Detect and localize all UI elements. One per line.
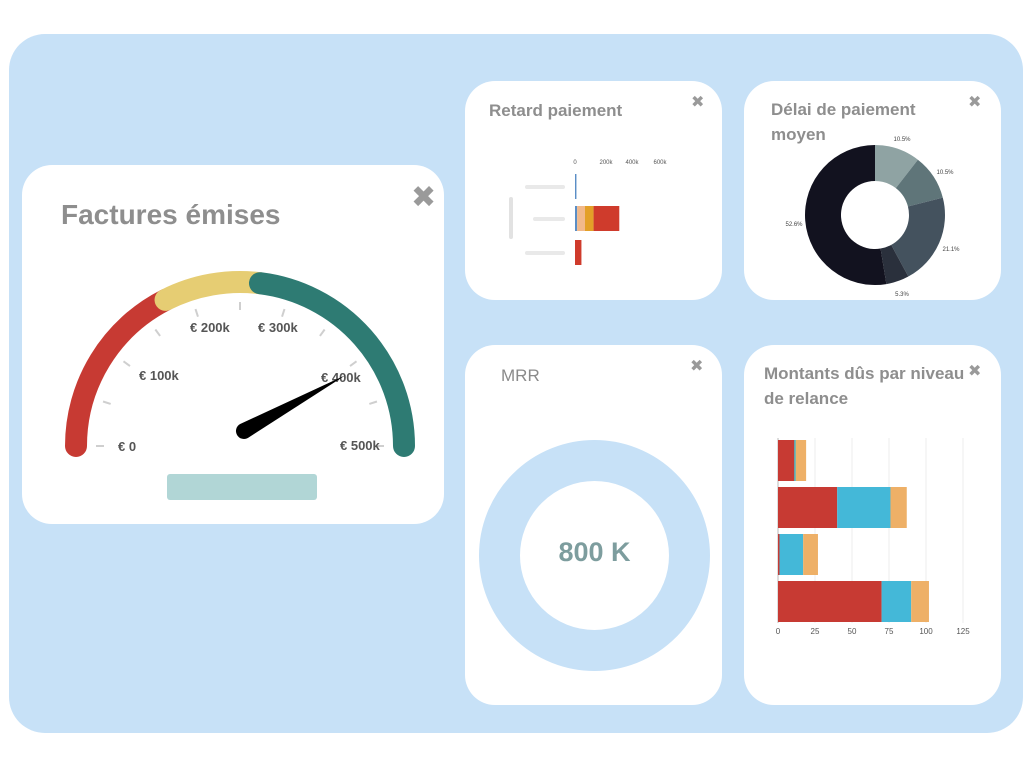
delai-slice (880, 244, 909, 285)
retard-bar-segment (585, 206, 594, 231)
gauge-arc-yellow (154, 271, 271, 311)
retard-axis-placeholder (509, 197, 513, 239)
retard-x-tick: 0 (573, 160, 577, 166)
retard-label-placeholder (533, 217, 565, 221)
gauge-tick (102, 400, 111, 405)
gauge-tick (369, 400, 378, 405)
gauge-value-bar (167, 474, 317, 500)
retard-bar-segment (577, 206, 585, 231)
montants-title-line2: de relance (764, 389, 849, 408)
gauge-tick (122, 360, 131, 367)
montants-x-tick: 25 (811, 627, 820, 636)
gauge-tick (281, 308, 286, 317)
retard-bar-segment (575, 174, 577, 199)
retard-bar-segment (575, 206, 578, 231)
delai-title-line2: moyen (771, 125, 826, 144)
gauge-needle (236, 375, 346, 439)
montants-x-tick: 75 (885, 627, 894, 636)
gauge-chart: € 0€ 100k€ 200k € 300k€ 400k€ 500k (65, 271, 415, 457)
delai-slice-label: 5.3% (895, 292, 909, 298)
delai-slice-label: 10.5% (893, 137, 911, 143)
delai-slice-label: 10.5% (936, 170, 954, 176)
retard-bar-chart: 0 200k 400k 600k (509, 160, 668, 265)
montants-bar-segment (779, 534, 804, 575)
delai-card: Délai de paiement moyen ✖ 10.5% 10.5% 21.1… (744, 81, 1001, 300)
montants-x-tick: 125 (956, 627, 970, 636)
delai-slice-label: 21.1% (942, 247, 960, 253)
delai-title-line1: Délai de paiement (771, 100, 916, 119)
close-icon[interactable]: ✖ (968, 94, 982, 111)
retard-x-tick: 400k (625, 160, 639, 166)
close-icon[interactable]: ✖ (968, 363, 982, 380)
montants-card: Montants dûs par niveau de relance ✖ 0 25… (744, 345, 1001, 705)
delai-title: Délai de paiement moyen (771, 97, 916, 147)
montants-bar-segment (795, 440, 807, 481)
montants-title-line1: Montants dûs par niveau (764, 364, 965, 383)
delai-donut-chart: 10.5% 10.5% 21.1% 5.3% 52.6% (785, 137, 960, 298)
gauge-label: € 300k (258, 320, 299, 335)
montants-title: Montants dûs par niveau de relance (764, 361, 964, 411)
close-icon[interactable]: ✖ (691, 94, 705, 111)
montants-bar-segment (778, 534, 780, 575)
gauge-tick (349, 360, 358, 367)
retard-bar-segment (593, 206, 620, 231)
montants-x-tick: 0 (776, 627, 781, 636)
montants-bar-segment (778, 487, 838, 528)
gauge-label: € 500k (340, 438, 381, 453)
delai-slice (875, 145, 918, 189)
gauge-label: € 0 (118, 439, 136, 454)
delai-slice (891, 197, 945, 277)
mrr-card: MRR ✖ 800 K (465, 345, 722, 705)
gauge-arc-red (65, 288, 177, 457)
retard-label-placeholder (525, 251, 565, 255)
montants-bar-segment (911, 581, 929, 622)
gauge-label: € 100k (139, 368, 180, 383)
retard-label-placeholder (525, 185, 565, 189)
factures-card: Factures émises ✖ € 0 € 100k € 200k € 300k €… (22, 165, 444, 524)
montants-bar-segment (794, 440, 796, 481)
retard-x-tick: 200k (599, 160, 613, 166)
factures-title: Factures émises (61, 199, 281, 230)
close-icon[interactable]: ✖ (690, 358, 704, 375)
gauge-arc-teal (248, 272, 415, 457)
gauge-tick (194, 308, 199, 317)
montants-bar-segment (778, 440, 795, 481)
retard-bar-segment (575, 240, 582, 265)
close-icon[interactable]: ✖ (411, 181, 437, 214)
gauge-label: € 200k (190, 320, 231, 335)
mrr-title: MRR (501, 366, 540, 385)
delai-slice (895, 159, 943, 207)
delai-slice-label: 52.6% (785, 222, 803, 228)
gauge-tick (154, 328, 161, 337)
delai-slice (805, 145, 887, 285)
montants-x-tick: 100 (919, 627, 933, 636)
montants-bar-segment (803, 534, 818, 575)
retard-title: Retard paiement (489, 101, 623, 120)
montants-x-tick: 50 (848, 627, 857, 636)
montants-bar-segment (890, 487, 907, 528)
montants-bar-segment (778, 581, 882, 622)
montants-bar-chart: 0 25 50 75 100 125 (776, 438, 970, 636)
montants-bar-segment (881, 581, 912, 622)
retard-card: Retard paiement ✖ 0 200k 400k 600k (465, 81, 722, 300)
montants-bar-segment (837, 487, 891, 528)
retard-x-tick: 600k (653, 160, 667, 166)
mrr-value: 800 K (558, 537, 631, 567)
gauge-tick (319, 328, 326, 337)
